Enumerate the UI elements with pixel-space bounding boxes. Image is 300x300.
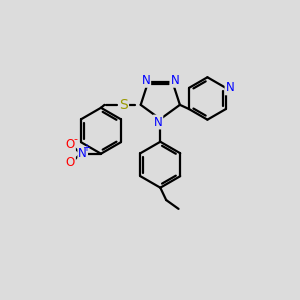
Text: N: N bbox=[142, 74, 150, 87]
Text: N: N bbox=[154, 116, 162, 128]
Text: O: O bbox=[66, 156, 75, 169]
Text: -: - bbox=[74, 134, 78, 144]
Text: S: S bbox=[119, 98, 128, 112]
Text: O: O bbox=[66, 138, 75, 152]
Text: N: N bbox=[78, 147, 87, 160]
Text: +: + bbox=[82, 143, 90, 153]
Text: N: N bbox=[226, 81, 234, 94]
Text: N: N bbox=[170, 74, 179, 87]
